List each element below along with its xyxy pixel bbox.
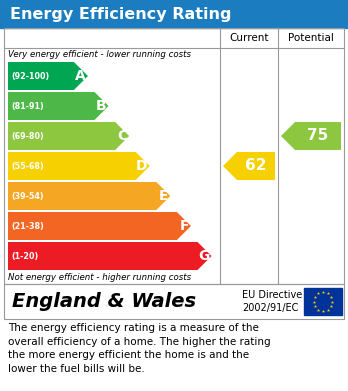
- Text: Current: Current: [229, 33, 269, 43]
- Text: B: B: [96, 99, 106, 113]
- Text: 75: 75: [307, 129, 329, 143]
- Polygon shape: [8, 152, 150, 180]
- Polygon shape: [8, 242, 212, 270]
- Text: (39-54): (39-54): [11, 192, 44, 201]
- Polygon shape: [8, 122, 129, 150]
- Text: A: A: [75, 69, 86, 83]
- Text: C: C: [117, 129, 127, 143]
- Text: D: D: [136, 159, 148, 173]
- Polygon shape: [8, 92, 109, 120]
- Text: England & Wales: England & Wales: [12, 292, 196, 311]
- Bar: [4, 284, 344, 319]
- Text: (81-91): (81-91): [11, 102, 44, 111]
- Text: Potential: Potential: [288, 33, 334, 43]
- Text: (92-100): (92-100): [11, 72, 49, 81]
- Text: EU Directive: EU Directive: [242, 291, 302, 301]
- Text: (55-68): (55-68): [11, 161, 44, 170]
- Bar: [304, 288, 342, 315]
- Text: (69-80): (69-80): [11, 131, 44, 140]
- Text: (1-20): (1-20): [11, 251, 38, 260]
- Text: G: G: [198, 249, 209, 263]
- Text: The energy efficiency rating is a measure of the
overall efficiency of a home. T: The energy efficiency rating is a measur…: [8, 323, 271, 374]
- Bar: [4, 28, 344, 284]
- Polygon shape: [8, 212, 191, 240]
- Text: F: F: [180, 219, 189, 233]
- Text: Energy Efficiency Rating: Energy Efficiency Rating: [10, 7, 231, 22]
- Polygon shape: [281, 122, 341, 150]
- Text: Not energy efficient - higher running costs: Not energy efficient - higher running co…: [8, 273, 191, 282]
- Bar: [0, 0, 348, 28]
- Text: (21-38): (21-38): [11, 221, 44, 231]
- Polygon shape: [8, 182, 170, 210]
- Text: 2002/91/EC: 2002/91/EC: [242, 303, 298, 312]
- Text: E: E: [159, 189, 168, 203]
- Text: Very energy efficient - lower running costs: Very energy efficient - lower running co…: [8, 50, 191, 59]
- Polygon shape: [8, 62, 88, 90]
- Polygon shape: [223, 152, 275, 180]
- Text: 62: 62: [245, 158, 267, 174]
